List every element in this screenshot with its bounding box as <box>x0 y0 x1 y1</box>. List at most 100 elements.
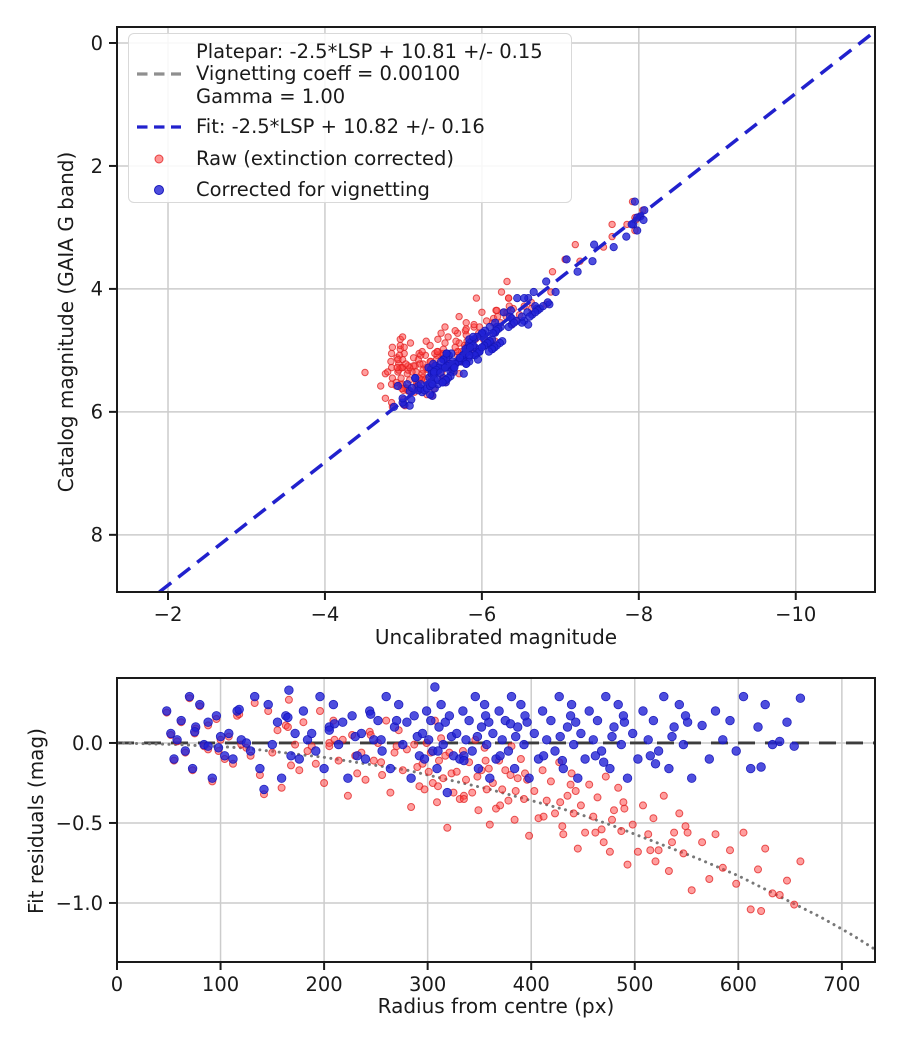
scatter-point-raw <box>573 844 582 853</box>
scatter-point-corrected <box>241 738 252 748</box>
scatter-point-raw <box>462 775 470 784</box>
scatter-point-corrected <box>622 773 633 783</box>
scatter-point-corrected <box>485 773 495 783</box>
scatter-point-corrected <box>519 739 529 750</box>
scatter-point-corrected <box>462 359 471 368</box>
scatter-point-raw <box>398 333 407 341</box>
top-plot-x-axis-label: Uncalibrated magnitude <box>374 625 618 649</box>
legend-label: Platepar: -2.5*LSP + 10.81 +/- 0.15 <box>196 40 543 63</box>
scatter-point-corrected <box>551 287 560 297</box>
legend-entry-vignetting-coeff: Vignetting coeff = 0.00100 <box>129 61 571 87</box>
scatter-point-corrected <box>643 735 653 745</box>
plot-spines <box>116 26 876 593</box>
scatter-point-raw <box>757 907 766 915</box>
scatter-point-corrected <box>479 699 490 710</box>
scatter-point-corrected <box>588 735 599 745</box>
scatter-point-corrected <box>731 746 741 756</box>
scatter-point-corrected <box>488 728 498 739</box>
scatter-point-raw <box>546 777 555 786</box>
scatter-point-raw <box>388 343 397 351</box>
legend-label: Vignetting coeff = 0.00100 <box>196 62 461 85</box>
scatter-point-corrected <box>436 368 445 377</box>
legend-entry-platepar: Platepar: -2.5*LSP + 10.81 +/- 0.15 <box>129 39 571 65</box>
scatter-point-corrected <box>469 332 478 341</box>
scatter-point-corrected <box>609 243 618 252</box>
scatter-point-corrected <box>311 746 321 756</box>
scatter-point-corrected <box>406 773 416 783</box>
scatter-point-corrected <box>213 743 224 753</box>
scatter-point-raw <box>754 865 762 874</box>
scatter-point-corrected <box>458 706 468 716</box>
scatter-point-raw <box>668 838 676 847</box>
scatter-point-corrected <box>438 739 448 750</box>
scatter-point-corrected <box>710 706 721 716</box>
scatter-point-raw <box>283 723 292 731</box>
scatter-point-corrected <box>573 267 582 276</box>
scatter-point-corrected <box>584 706 594 716</box>
scatter-point-raw <box>610 806 618 815</box>
scatter-point-raw <box>539 812 548 821</box>
scatter-point-raw <box>316 707 324 715</box>
scatter-point-raw <box>435 756 443 765</box>
scatter-point-corrected <box>576 728 586 739</box>
scatter-point-raw <box>386 788 395 797</box>
scatter-point-corrected <box>294 754 305 764</box>
scatter-point-corrected <box>605 763 615 774</box>
scatter-point-raw <box>563 791 572 800</box>
scatter-point-corrected <box>356 728 367 739</box>
scatter-point-corrected <box>360 754 371 764</box>
scatter-point-corrected <box>509 318 519 327</box>
bottom-plot-x-axis-label: Radius from centre (px) <box>377 994 615 1018</box>
scatter-point-raw <box>790 900 799 909</box>
scatter-point-raw <box>433 347 441 356</box>
scatter-point-corrected <box>795 693 806 703</box>
scatter-point-corrected <box>259 784 269 795</box>
scatter-point-corrected <box>228 754 238 764</box>
scatter-point-corrected <box>161 706 172 716</box>
scatter-point-raw <box>620 804 629 813</box>
scatter-point-corrected <box>472 731 483 742</box>
scatter-point-corrected <box>398 739 408 750</box>
scatter-point-raw <box>409 354 418 362</box>
scatter-point-corrected <box>550 746 560 756</box>
scatter-point-raw <box>459 795 468 803</box>
scatter-point-corrected <box>207 773 218 783</box>
x-tick-label: 0 <box>111 973 123 996</box>
scatter-point-corrected <box>473 355 483 364</box>
x-tick-label: −8 <box>624 603 653 626</box>
scatter-point-corrected <box>503 746 514 756</box>
x-tick-label: −4 <box>311 603 340 626</box>
scatter-point-corrected <box>459 369 468 378</box>
scatter-point-corrected <box>607 731 617 742</box>
scatter-point-corrected <box>224 728 234 739</box>
scatter-point-corrected <box>477 343 486 352</box>
scatter-point-corrected <box>525 312 534 321</box>
scatter-point-corrected <box>376 735 386 745</box>
scatter-point-corrected <box>775 736 785 747</box>
scatter-point-raw <box>501 766 510 775</box>
scatter-point-raw <box>732 879 741 888</box>
scatter-point-raw <box>455 312 463 321</box>
scatter-point-corrected <box>538 751 549 761</box>
scatter-point-corrected <box>276 773 287 783</box>
scatter-point-corrected <box>789 741 799 751</box>
scatter-point-raw <box>361 775 370 784</box>
series-corrected-for-vignetting <box>161 682 806 798</box>
scatter-point-corrected <box>756 762 766 772</box>
scatter-point-raw <box>387 357 395 366</box>
scatter-point-raw <box>320 779 329 787</box>
scatter-point-corrected <box>638 706 648 716</box>
scatter-point-corrected <box>524 773 534 783</box>
scatter-point-raw <box>277 783 286 792</box>
scatter-point-corrected <box>596 746 607 756</box>
scatter-point-corrected <box>650 759 661 769</box>
scatter-point-raw <box>343 791 352 800</box>
y-tick-label: 4 <box>91 278 103 301</box>
scatter-point-raw <box>410 740 419 749</box>
scatter-point-corrected <box>669 722 679 732</box>
scatter-point-corrected <box>352 751 362 761</box>
x-tick-label: −10 <box>775 603 816 626</box>
scatter-point-raw <box>485 820 494 829</box>
scatter-point-raw <box>739 828 748 837</box>
